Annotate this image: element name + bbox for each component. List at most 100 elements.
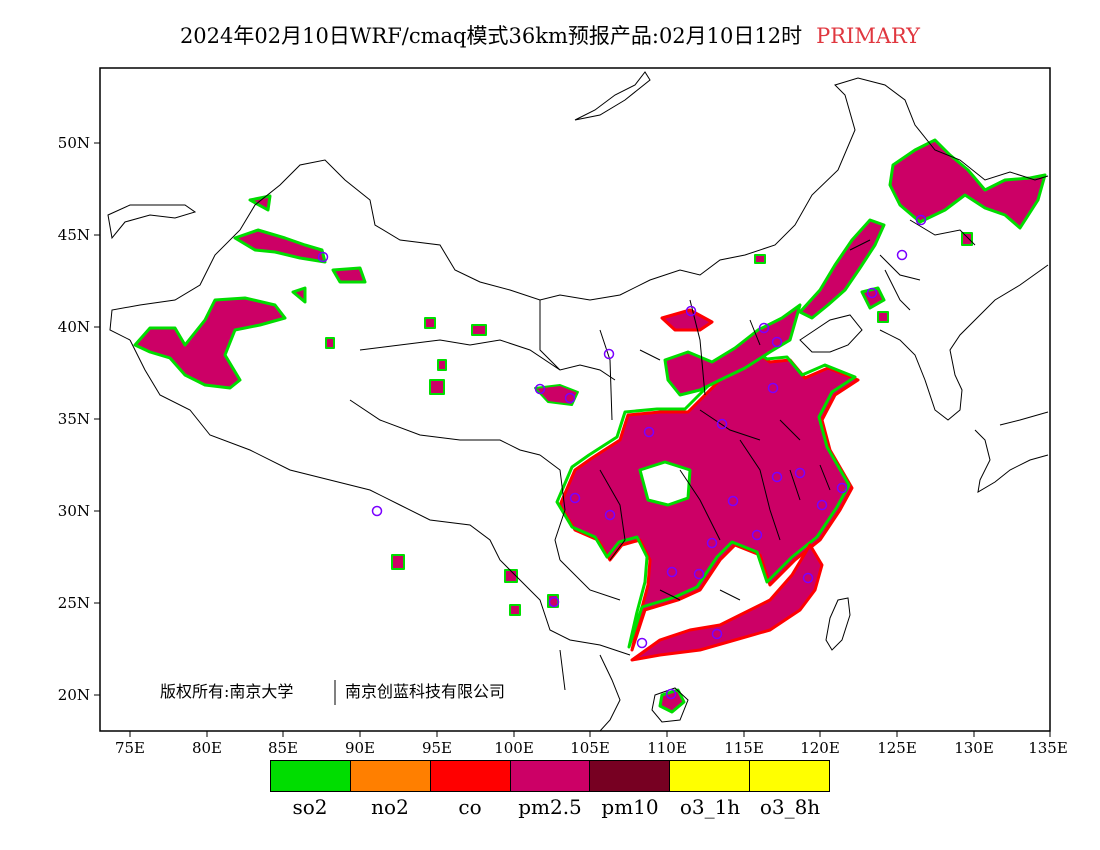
legend-swatch-pm25: [510, 761, 591, 791]
lon-label-90: 90E: [345, 739, 375, 757]
spot-l: [961, 232, 973, 246]
station-marker: [604, 509, 616, 521]
lake-baikal: [574, 71, 651, 121]
legend-label-co: co: [458, 795, 482, 819]
region-northeast-band: [798, 218, 886, 320]
legend-label-o3-8h: o3_8h: [759, 795, 821, 819]
pollution-regions: [133, 138, 1047, 714]
lon-label-110: 110E: [647, 739, 687, 757]
region-bohai-west: [663, 303, 802, 397]
map-frame: [99, 67, 1051, 732]
legend-swatch-o3-8h: [750, 761, 830, 791]
lon-label-80: 80E: [192, 739, 222, 757]
japan-coast: [974, 411, 1049, 493]
station-marker: [636, 637, 648, 649]
legend-labels: so2 no2 co pm2.5 pm10 o3_1h o3_8h: [270, 795, 830, 819]
station-marker: [802, 572, 814, 584]
lon-label-115: 115E: [724, 739, 764, 757]
boundary-lines: [107, 71, 1049, 731]
region-xj-spot-2: [331, 266, 367, 284]
sichuan-basin-gap: [638, 460, 692, 507]
indochina-coast: [559, 649, 621, 731]
station-marker: [693, 568, 705, 580]
china-south-border: [129, 339, 631, 656]
province-lines: [349, 219, 976, 601]
map-plot-area: [107, 71, 1049, 731]
legend-label-no2: no2: [371, 795, 409, 819]
region-heilongjiang: [888, 138, 1047, 230]
station-marker: [794, 467, 806, 479]
station-marker: [706, 537, 718, 549]
station-marker: [666, 566, 678, 578]
region-xj-spot-3: [291, 286, 307, 304]
spot-d: [437, 359, 447, 371]
lat-label-25: 25N: [58, 594, 90, 612]
spot-k: [754, 254, 766, 264]
station-marker: [643, 426, 655, 438]
lat-label-20: 20N: [58, 686, 90, 704]
spot-e: [325, 337, 335, 349]
lat-label-35: 35N: [58, 410, 90, 428]
station-marker: [771, 471, 783, 483]
lon-label-125: 125E: [877, 739, 917, 757]
station-marker: [751, 529, 763, 541]
station-marker: [727, 495, 739, 507]
lon-label-75: 75E: [115, 739, 145, 757]
region-xinjiang-west: [133, 296, 287, 390]
station-marker: [767, 382, 779, 394]
region-east-china: [558, 348, 860, 652]
region-xinjiang-north: [233, 228, 327, 264]
region-north-china: [660, 308, 714, 332]
legend-label-o3-1h: o3_1h: [679, 795, 741, 819]
region-south-coast: [630, 543, 824, 662]
lon-label-130: 130E: [954, 739, 994, 757]
legend-swatch-so2: [271, 761, 351, 791]
station-marker: [371, 505, 383, 517]
lon-label-95: 95E: [422, 739, 452, 757]
station-marker: [771, 336, 783, 348]
spot-m: [877, 311, 889, 323]
lat-axis: 50N 45N 40N 35N 30N 25N 20N: [58, 134, 100, 704]
station-marker: [915, 214, 927, 226]
lon-label-120: 120E: [800, 739, 840, 757]
lat-label-40: 40N: [58, 318, 90, 336]
legend-label-pm10: pm10: [601, 795, 659, 819]
station-marker: [758, 322, 770, 334]
lon-axis: 75E 80E 85E 90E 95E 100E 105E 110E 115E …: [115, 731, 1068, 757]
station-markers: [317, 214, 927, 700]
station-marker: [836, 482, 848, 494]
station-marker: [716, 418, 728, 430]
lat-label-50: 50N: [58, 134, 90, 152]
spot-h: [504, 569, 518, 583]
copyright-right: 南京创蓝科技有限公司: [345, 682, 505, 701]
title-text: 2024年02月10日WRF/cmaq模式36km预报产品:02月10日12时: [179, 24, 803, 48]
lon-label-135: 135E: [1028, 739, 1068, 757]
station-marker: [816, 499, 828, 511]
station-marker: [685, 305, 697, 317]
spot-b: [471, 324, 487, 336]
legend-label-pm25: pm2.5: [518, 795, 582, 819]
legend-swatch-no2: [350, 761, 431, 791]
spot-c: [429, 379, 445, 395]
lat-label-30: 30N: [58, 502, 90, 520]
shandong-coast: [799, 314, 863, 353]
copyright-left: 版权所有:南京大学: [160, 682, 293, 701]
legend-colorbar: [270, 760, 830, 792]
station-marker: [866, 287, 878, 299]
title-primary-tag: PRIMARY: [816, 24, 921, 48]
station-marker: [569, 492, 581, 504]
station-marker: [603, 348, 615, 360]
station-marker: [564, 392, 576, 404]
lake-balkhash: [107, 204, 197, 240]
lat-label-45: 45N: [58, 226, 90, 244]
legend-swatch-co: [430, 761, 511, 791]
region-xj-spot-1: [248, 194, 272, 212]
lon-label-105: 105E: [570, 739, 610, 757]
hainan-coast: [651, 687, 689, 723]
lon-label-100: 100E: [494, 739, 534, 757]
station-marker: [711, 628, 723, 640]
legend-swatch-pm10: [590, 761, 671, 791]
korea-coast: [879, 264, 1049, 421]
spot-i: [509, 604, 521, 616]
